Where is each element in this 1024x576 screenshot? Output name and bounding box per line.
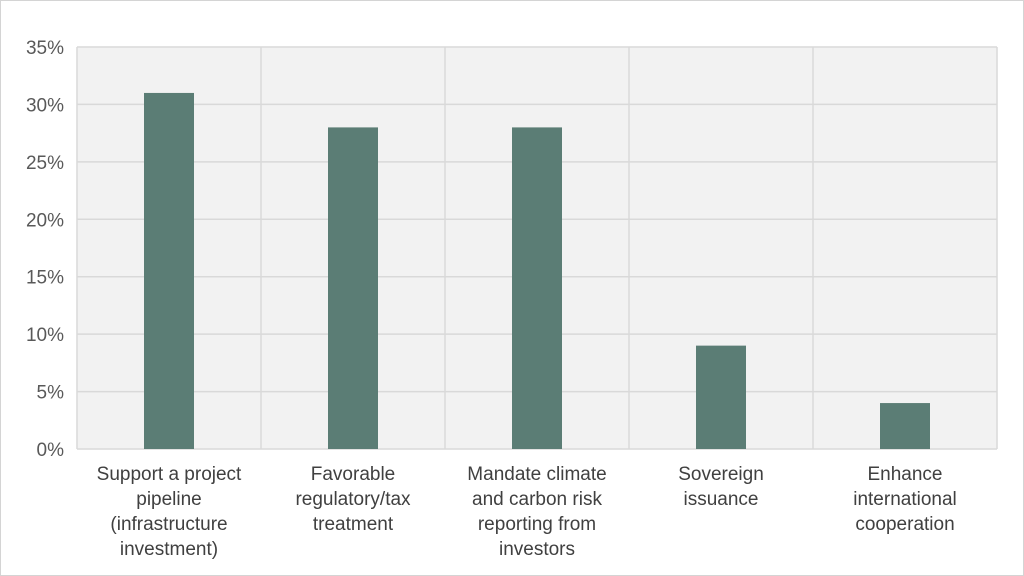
y-tick-label: 10%	[26, 325, 64, 346]
y-axis-ticks: 0% 5% 10% 15% 20% 25% 30% 35%	[26, 38, 64, 461]
x-category-label: Sovereign issuance	[678, 464, 764, 510]
y-tick-label: 35%	[26, 38, 64, 59]
x-category-label: Support a project pipeline (infrastructure…	[97, 464, 242, 560]
bar	[144, 92, 194, 449]
bar	[328, 127, 378, 450]
x-axis-labels: Support a project pipeline (infrastructure…	[97, 464, 957, 560]
y-tick-label: 30%	[26, 95, 64, 116]
bars	[144, 92, 930, 450]
y-tick-label: 0%	[37, 440, 65, 461]
y-tick-label: 20%	[26, 210, 64, 231]
y-tick-label: 25%	[26, 153, 64, 174]
y-tick-label: 5%	[37, 383, 65, 404]
bar	[512, 127, 562, 450]
y-tick-label: 15%	[26, 268, 64, 289]
bar	[880, 403, 930, 449]
bar	[696, 345, 746, 449]
x-category-label: Mandate climate and carbon risk reporting …	[467, 464, 606, 560]
x-category-label: Favorable regulatory/tax treatment	[295, 464, 411, 535]
x-category-label: Enhance international cooperation	[853, 464, 957, 535]
